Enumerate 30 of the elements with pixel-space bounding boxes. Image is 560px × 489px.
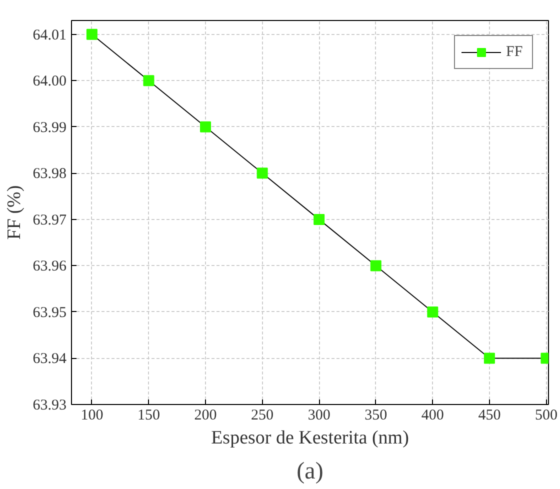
y-tick-label: 64.00 — [32, 74, 66, 90]
point — [256, 168, 268, 179]
y-tick-label: 63.94 — [32, 351, 67, 368]
x-axis-title: Espesor de Kesterita (nm) — [211, 428, 409, 448]
point — [427, 306, 438, 318]
point — [314, 214, 325, 225]
point — [370, 260, 382, 272]
point — [484, 352, 495, 364]
y-tick-label: 63.98 — [32, 166, 66, 182]
y-tick-label: 63.97 — [32, 212, 67, 228]
x-tick-label: 300 — [308, 408, 330, 424]
y-tick-label: 64.01 — [32, 27, 66, 44]
y-axis-title: FF (%) — [4, 185, 25, 240]
x-tick-label: 250 — [251, 408, 274, 424]
y-tick-label: 63.99 — [32, 120, 66, 136]
y-tick-label: 63.95 — [32, 304, 66, 321]
point — [200, 121, 212, 132]
y-tick-label: 63.96 — [32, 258, 67, 275]
x-tick-label: 500 — [534, 408, 558, 424]
x-tick-label: 150 — [137, 408, 160, 424]
x-tick-label: 200 — [194, 408, 217, 424]
x-tick-label: 400 — [421, 408, 444, 424]
x-tick-label: 100 — [80, 408, 104, 424]
point — [143, 75, 154, 86]
legend-label: FF — [506, 44, 524, 60]
x-tick-label: 450 — [478, 408, 501, 424]
x-tick-label: 350 — [364, 408, 388, 424]
y-tick-label: 63.93 — [32, 398, 66, 414]
point — [86, 28, 98, 40]
text: (a) — [296, 458, 324, 484]
